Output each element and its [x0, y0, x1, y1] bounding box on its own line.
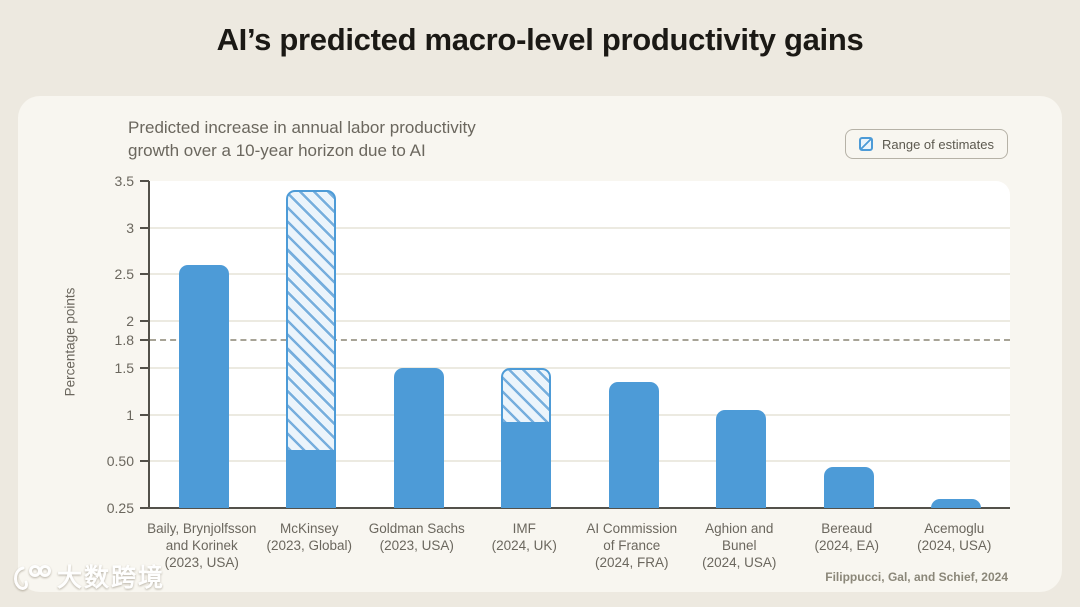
- bar-range-segment: [286, 190, 337, 452]
- watermark: 大数跨境: [10, 559, 165, 597]
- y-axis-tick-label-3: 3: [126, 219, 134, 236]
- bar-solid-segment: [716, 409, 767, 508]
- x-axis-line: [140, 506, 1010, 509]
- category-label-bereaud: Bereaud (2024, EA): [814, 521, 880, 553]
- watermark-text: 大数跨境: [57, 564, 166, 592]
- legend: Range of estimates: [844, 129, 1008, 159]
- category-label-mckinsey: McKinsey (2023, Global): [266, 521, 353, 553]
- bar-solid-segment: [393, 367, 444, 508]
- y-axis-tick-label-3.5: 3.5: [114, 173, 134, 189]
- bar-imf: [501, 181, 552, 508]
- gridline-1: [150, 413, 1010, 416]
- bar-solid-segment: [608, 381, 659, 508]
- bar-mckinsey: [286, 181, 337, 508]
- plot-area: 3.5 3 2.5 2 1.8 1.5 1 0.50 0.25: [107, 174, 1010, 515]
- bar-solid-segment: [823, 466, 874, 508]
- category-label-baily-brynjolfsson-korinek: Baily, Brynjolfsson and Korinek (2023, USA…: [147, 521, 257, 570]
- y-axis-tick-label-2: 2: [126, 313, 134, 330]
- category-label-imf: IMF (2024, UK): [491, 521, 557, 553]
- category-label-acemoglu: Acemoglu (2024, USA): [917, 521, 992, 553]
- bar-solid-segment: [286, 451, 337, 508]
- bar-acemoglu: [931, 181, 982, 508]
- y-axis-tick-1: [140, 413, 149, 416]
- bar-baily-brynjolfsson-korinek: [178, 181, 229, 508]
- bar-ai-commission-of-france: [608, 181, 659, 508]
- y-axis-tick-2: [140, 320, 149, 323]
- category-label-ai-commission-of-france: AI Commission of France (2024, FRA): [586, 521, 678, 570]
- bar-range-segment: [501, 367, 552, 424]
- chart-subtitle-line-2: growth over a 10-year horizon due to AI: [128, 141, 426, 160]
- category-label-goldman-sachs: Goldman Sachs (2023, USA): [368, 521, 465, 553]
- bar-solid-segment: [931, 498, 982, 508]
- gridline-2: [150, 320, 1010, 323]
- range-hatch-swatch-icon: [858, 137, 873, 151]
- watermark-logo-icon: [14, 565, 51, 590]
- legend-label: Range of estimates: [881, 136, 994, 152]
- y-axis-tick-label-0.50: 0.50: [106, 453, 134, 470]
- y-axis-title: Percentage points: [62, 287, 78, 397]
- category-label-aghion-bunel: Aghion and Bunel (2024, USA): [702, 521, 777, 570]
- y-axis-tick-0.50: [140, 460, 149, 463]
- y-axis-tick-2.5: [140, 273, 149, 276]
- y-axis-tick-1.8: [140, 338, 149, 341]
- gridline-1.5: [150, 366, 1010, 369]
- bar-solid-segment: [178, 265, 229, 508]
- y-axis-tick-label-1.8: 1.8: [114, 331, 134, 348]
- category-axis: Baily, Brynjolfsson and Korinek (2023, USA…: [147, 520, 1008, 582]
- reference-line-1.8: [150, 338, 1010, 341]
- y-axis-tick-1.5: [140, 366, 149, 369]
- y-axis-tick-label-1.5: 1.5: [114, 359, 134, 376]
- gridline-0.50: [150, 460, 1010, 463]
- y-axis-tick-label-0.25: 0.25: [106, 500, 134, 516]
- chart-subtitle: Predicted increase in annual labor produ…: [128, 116, 476, 162]
- y-axis-tick-3.5: [140, 180, 149, 182]
- bar-goldman-sachs: [393, 181, 444, 508]
- gridline-2.5: [150, 273, 1010, 276]
- source-attribution: Filippucci, Gal, and Schief, 2024: [825, 570, 1008, 584]
- chart-subtitle-line-1: Predicted increase in annual labor produ…: [128, 118, 476, 137]
- bar-solid-segment: [501, 423, 552, 508]
- bar-aghion-bunel: [716, 181, 767, 508]
- chart-card: Predicted increase in annual labor produ…: [18, 96, 1062, 592]
- page-title: AI’s predicted macro-level productivity …: [216, 22, 864, 57]
- y-axis-tick-0.25: [140, 507, 149, 509]
- y-axis-tick-label-1: 1: [126, 406, 134, 423]
- y-axis-tick-3: [140, 226, 149, 229]
- bar-bereaud: [823, 181, 874, 508]
- y-axis-tick-label-2.5: 2.5: [114, 266, 134, 283]
- gridline-3: [150, 226, 1010, 229]
